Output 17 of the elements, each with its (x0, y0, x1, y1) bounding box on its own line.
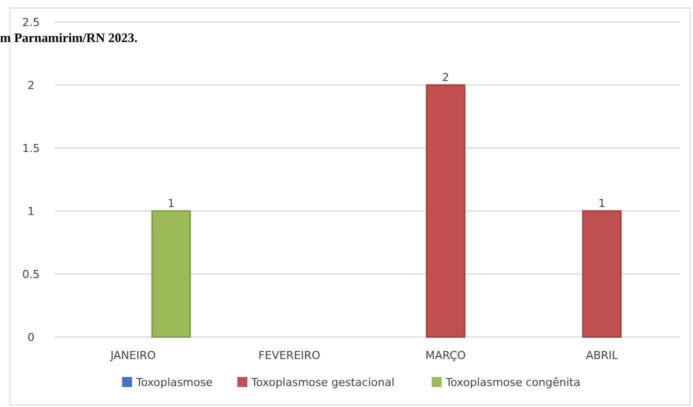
x-tick-label: FEVEREIRO (258, 349, 321, 362)
y-tick-label: 2.5 (22, 16, 40, 29)
text: m Parnamirim/RN 2023. (0, 30, 138, 45)
y-tick-label: 1.5 (22, 142, 40, 155)
y-tick-label: 1 (28, 205, 34, 218)
legend-label: Toxoplasmose (135, 376, 213, 389)
y-tick-label: 0.5 (22, 268, 40, 281)
y-tick-label: 2 (28, 79, 34, 92)
data-label: 1 (168, 197, 175, 210)
y-tick-label: 0 (28, 331, 34, 344)
x-tick-label: MARÇO (425, 349, 466, 362)
legend-label: Toxoplasmose gestacional (250, 376, 395, 389)
x-tick-label: JANEIRO (109, 349, 156, 362)
legend-label: Toxoplasmose congênita (444, 376, 580, 389)
x-tick-label: ABRIL (586, 349, 619, 362)
data-label: 1 (598, 197, 606, 210)
data-label: 2 (442, 71, 450, 84)
